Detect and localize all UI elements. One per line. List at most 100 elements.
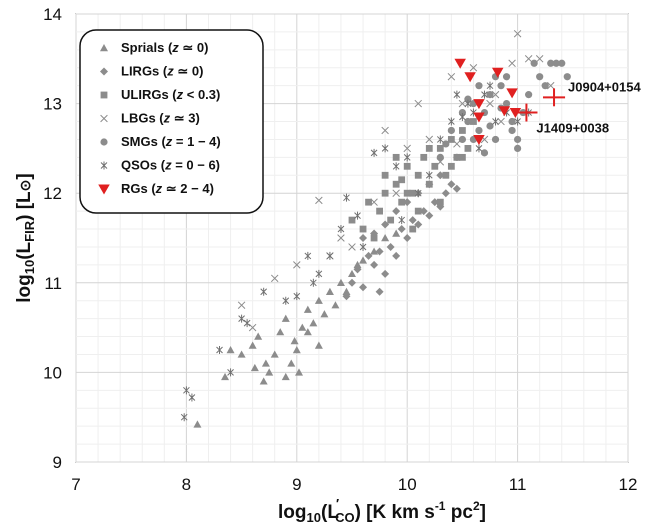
circle-point	[547, 59, 555, 67]
y-tick-label: 11	[44, 274, 62, 293]
annotation-label: J0904+0154	[568, 79, 641, 94]
series-square	[348, 118, 477, 242]
diamond-point	[425, 211, 434, 220]
asterisk-point	[370, 148, 378, 157]
circle-point	[508, 126, 516, 135]
asterisk-point	[310, 278, 317, 287]
diamond-point	[381, 269, 390, 278]
square-point	[409, 225, 417, 233]
circle-point	[486, 122, 494, 130]
diamond-point	[414, 220, 423, 229]
circle-point	[536, 73, 544, 81]
legend-item: SMGs (z = 1 − 4)	[100, 134, 221, 149]
circle-point	[491, 135, 500, 144]
legend-marker-triangle-down	[98, 184, 110, 195]
legend-item: RGs (z ≃ 2 − 4)	[98, 181, 214, 196]
asterisk-point	[326, 251, 334, 260]
circle-point	[486, 91, 494, 99]
square-point	[447, 162, 455, 170]
annotation-label: J1409+0038	[536, 121, 609, 136]
asterisk-point	[453, 90, 461, 99]
legend-label: SMGs (z = 1 − 4)	[121, 134, 221, 149]
diamond-point	[419, 207, 428, 216]
asterisk-point	[227, 368, 234, 377]
square-point	[436, 145, 444, 152]
triangle-down-point	[491, 67, 504, 78]
x-tick-label: 7	[71, 475, 80, 494]
triangle-point	[381, 234, 390, 242]
square-point	[359, 225, 367, 233]
square-point	[436, 198, 444, 206]
asterisk-point	[359, 242, 367, 251]
square-point	[447, 136, 455, 143]
diamond-point	[342, 292, 351, 301]
x-point	[546, 81, 555, 90]
circle-point	[475, 126, 483, 135]
triangle-down-point	[506, 88, 518, 99]
circle-point	[563, 73, 571, 81]
diamond-point	[364, 251, 373, 260]
triangle-point	[281, 372, 290, 381]
legend-marker-square	[100, 91, 108, 99]
x-point	[469, 64, 478, 72]
triangle-point	[303, 328, 312, 336]
triangle-point	[248, 341, 257, 349]
square-point	[381, 171, 389, 179]
legend-box	[79, 29, 264, 214]
diamond-point	[430, 198, 439, 207]
asterisk-point	[216, 346, 223, 354]
asterisk-point	[398, 216, 406, 225]
asterisk-point	[337, 225, 345, 234]
square-point	[414, 171, 422, 179]
diamond-point	[452, 184, 461, 193]
triangle-point	[370, 247, 379, 255]
square-point	[425, 145, 433, 152]
circle-point	[458, 135, 466, 144]
diamond-point	[392, 207, 401, 216]
triangle-point	[314, 341, 323, 349]
x-tick-label: 12	[619, 475, 638, 494]
circle-point	[475, 82, 483, 90]
asterisk-point	[188, 393, 196, 402]
legend-item: Sprials (z ≃ 0)	[100, 40, 208, 55]
x-point	[270, 274, 279, 283]
asterisk-point	[492, 117, 499, 126]
triangle-point	[359, 256, 368, 264]
triangle-point	[290, 337, 299, 345]
circle-point	[530, 59, 538, 67]
circle-point	[447, 126, 455, 135]
annotations: J0904+0154 J1409+0038	[515, 79, 641, 136]
circle-point	[558, 59, 566, 67]
diamond-point	[381, 220, 390, 229]
x-tick-label: 10	[398, 475, 417, 494]
circle-point	[552, 59, 560, 67]
diamond-point	[408, 216, 417, 225]
triangle-point	[342, 287, 351, 295]
x-ticks: 7 8 9 10 11 12	[71, 475, 637, 494]
x-point	[508, 59, 516, 68]
legend-label: QSOs (z = 0 − 6)	[121, 158, 220, 173]
circle-point	[442, 140, 450, 148]
circle-point	[541, 82, 549, 90]
triangle-point	[348, 269, 356, 278]
x-point	[337, 234, 345, 242]
legend-label: ULIRGs (z < 0.3)	[121, 87, 220, 102]
x-point	[535, 55, 544, 63]
square-point	[425, 180, 433, 188]
square-point	[414, 207, 422, 215]
square-point	[348, 216, 356, 224]
circle-point	[525, 91, 533, 99]
x-tick-label: 9	[292, 475, 301, 494]
asterisk-point	[343, 193, 350, 202]
x-point	[497, 117, 505, 126]
legend-label: Sprials (z ≃ 0)	[121, 40, 208, 55]
x-point	[392, 189, 400, 197]
y-tick-label: 14	[43, 5, 62, 24]
legend-marker-circle	[100, 138, 108, 146]
x-point	[348, 243, 356, 251]
x-point	[315, 196, 323, 205]
triangle-point	[193, 420, 202, 428]
legend-marker-diamond	[100, 67, 108, 76]
legend-marker-asterisk	[100, 161, 108, 170]
y-tick-label: 9	[53, 453, 62, 472]
